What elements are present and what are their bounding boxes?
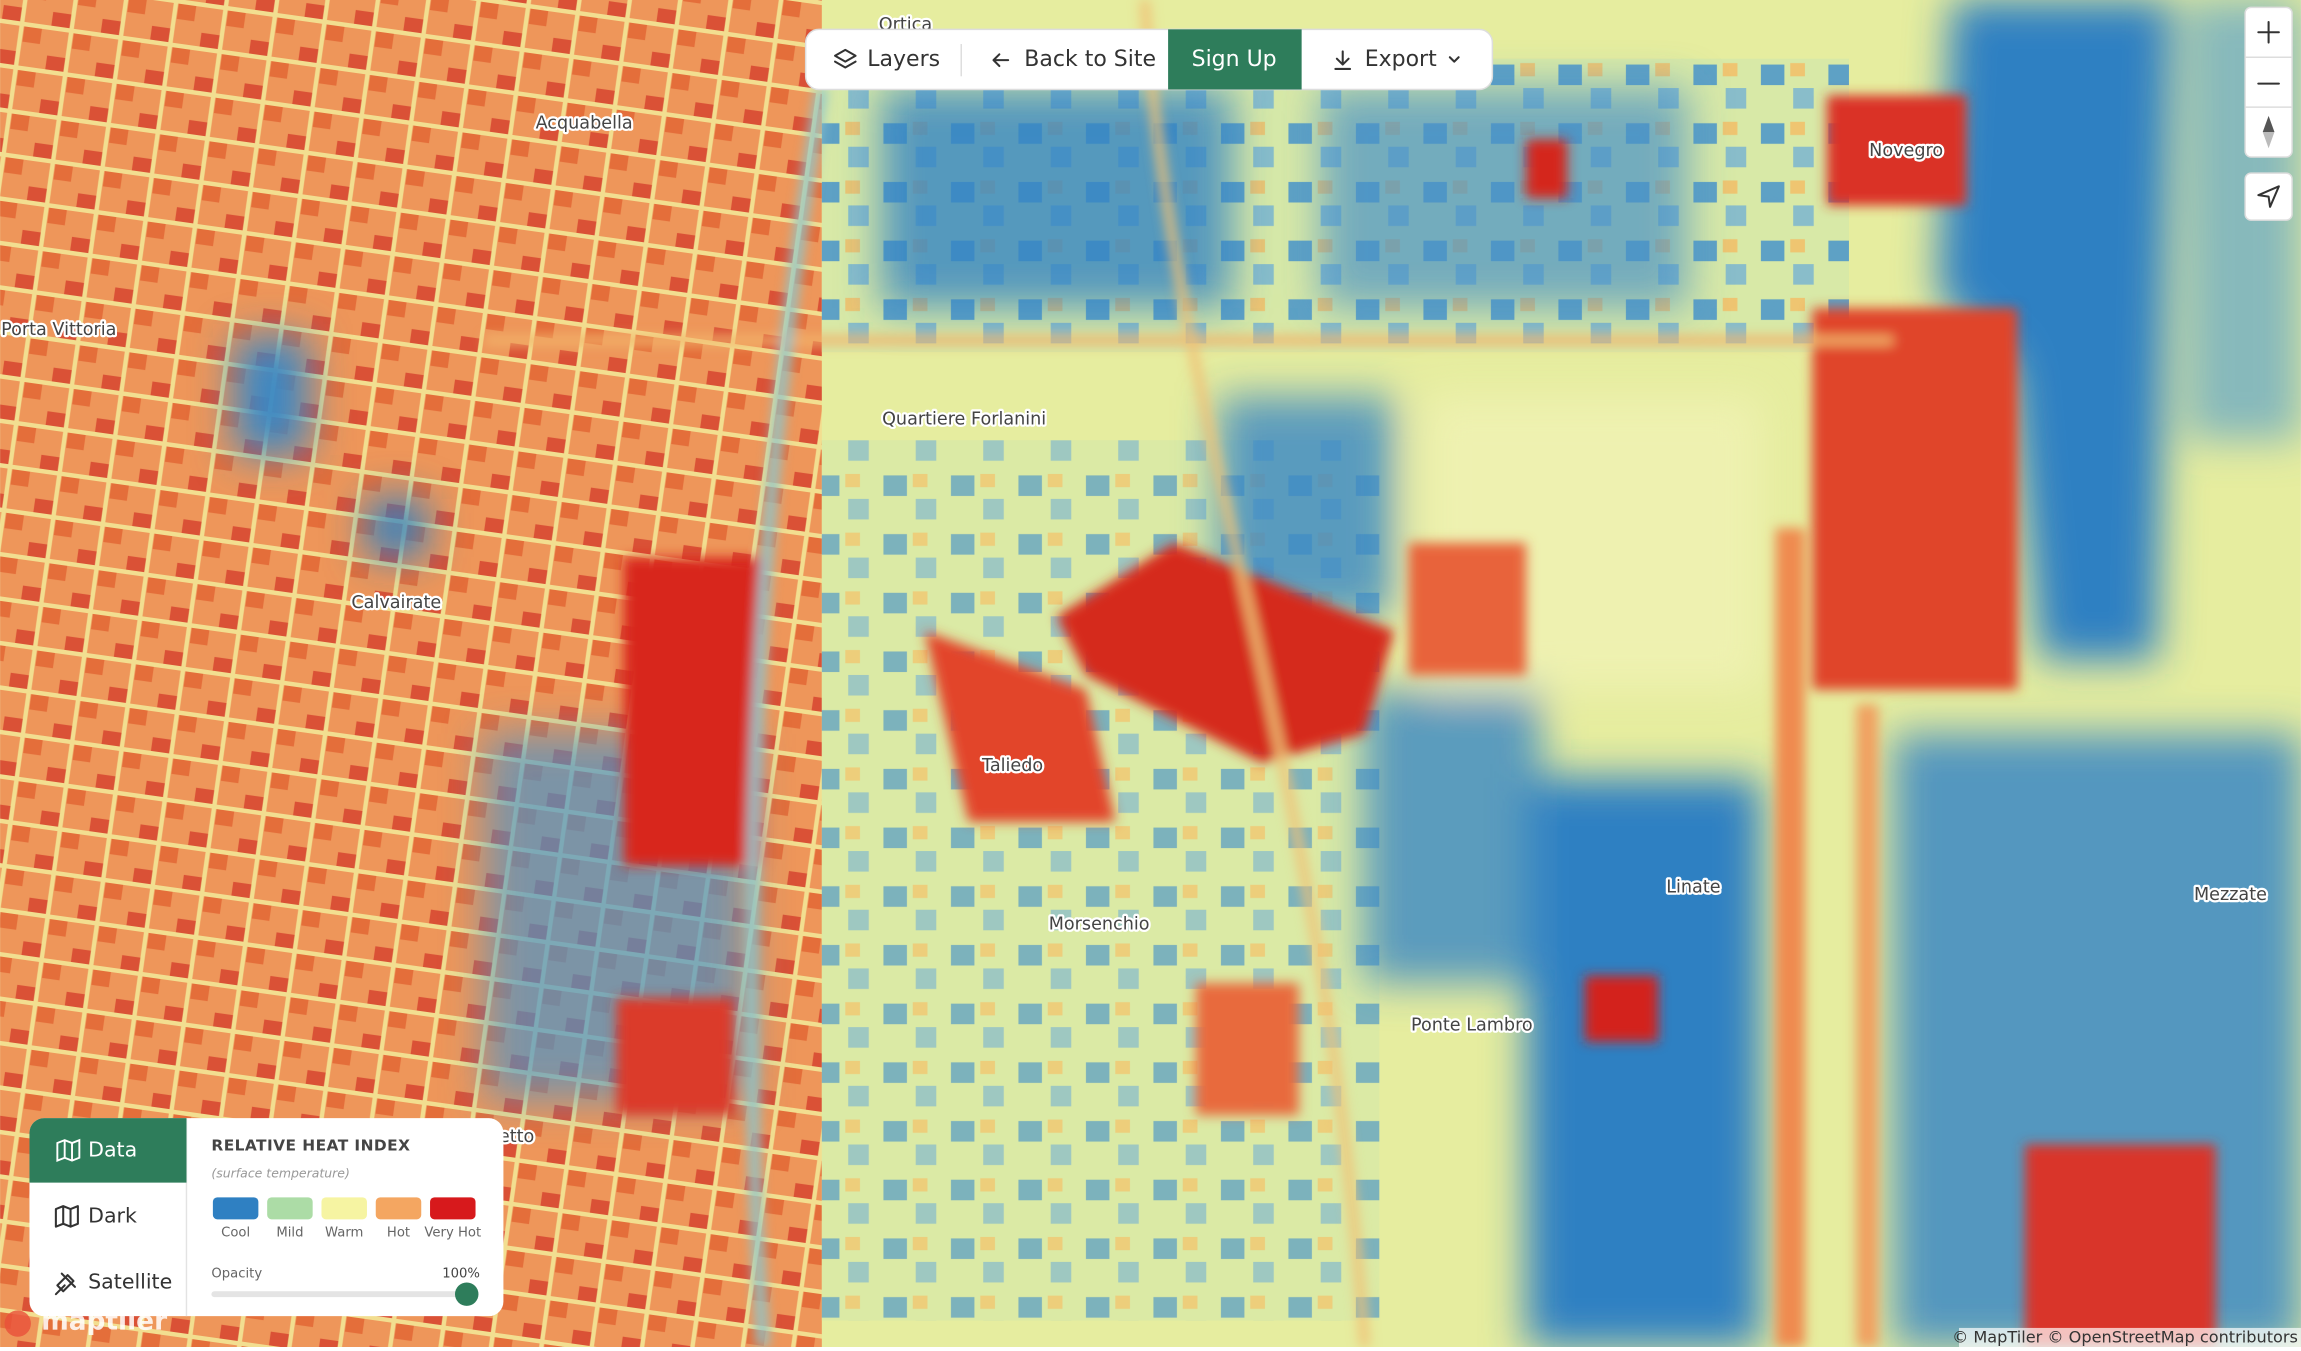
place-label: etto <box>499 1127 534 1147</box>
logo: maptiler <box>4 1306 167 1337</box>
basemap-label: Data <box>88 1137 137 1161</box>
basemap-label: Satellite <box>88 1269 172 1293</box>
attribution[interactable]: © MapTiler © OpenStreetMap contributors <box>1952 1328 2298 1347</box>
legend-items: Cool Mild Warm Hot Very Hot <box>212 1197 481 1241</box>
legend-label: Mild <box>276 1226 303 1241</box>
legend-swatch <box>212 1197 259 1220</box>
opacity-value: 100% <box>442 1267 480 1282</box>
opacity-label: Opacity <box>211 1267 262 1282</box>
toolbar: Layers Back to Site Sign Up Export <box>804 28 1494 91</box>
zoom-in[interactable] <box>2257 20 2280 44</box>
legend-title: RELATIVE HEAT INDEX <box>211 1136 410 1154</box>
signup-label: Sign Up <box>1192 47 1277 72</box>
map-controls <box>2244 6 2293 221</box>
layers-icon <box>833 48 857 69</box>
place-label: Calvairate <box>351 593 441 613</box>
basemap-satellite[interactable]: Satellite <box>54 1269 172 1296</box>
legend-panel: Data Dark Satellite RELATIVE HEAT INDEX … <box>29 1118 504 1317</box>
place-label: Acquabella <box>536 113 633 133</box>
layers-button[interactable]: Layers <box>833 47 940 72</box>
signup-button[interactable]: Sign Up <box>1168 29 1302 90</box>
compass[interactable] <box>2262 115 2275 133</box>
geolocate[interactable] <box>2257 185 2280 208</box>
basemap-data[interactable]: Data <box>56 1137 137 1163</box>
back-label: Back to Site <box>1024 47 1156 72</box>
place-label: Morsenchio <box>1049 914 1150 934</box>
opacity-track[interactable] <box>211 1291 467 1298</box>
place-label: Novegro <box>1869 141 1943 161</box>
export-label: Export <box>1365 47 1437 72</box>
export-icon <box>1334 50 1352 70</box>
legend-swatch <box>267 1197 313 1220</box>
legend-label: Cool <box>221 1226 250 1241</box>
place-label: Mezzate <box>2194 885 2267 905</box>
legend-label: Warm <box>325 1226 363 1241</box>
place-label: Taliedo <box>981 756 1043 776</box>
opacity-knob[interactable] <box>454 1282 479 1306</box>
legend-swatch <box>375 1197 422 1220</box>
place-label: Quartiere Forlanini <box>882 410 1046 430</box>
back-icon <box>992 53 1010 68</box>
legend-label: Hot <box>387 1226 410 1241</box>
place-label: Porta Vittoria <box>1 320 116 340</box>
basemap-dark[interactable]: Dark <box>54 1203 137 1228</box>
export-button[interactable]: Export <box>1334 47 1460 72</box>
logo-text: maptiler <box>41 1306 167 1337</box>
compass-south <box>2262 132 2275 149</box>
basemap-label: Dark <box>88 1203 137 1227</box>
place-labels: Ortica Acquabella Novegro Porta Vittoria… <box>0 13 2269 1150</box>
place-label: Ponte Lambro <box>1411 1016 1533 1036</box>
layers-label: Layers <box>867 47 940 72</box>
back-button[interactable]: Back to Site <box>992 47 1156 72</box>
legend-swatch <box>321 1197 367 1220</box>
legend-swatch <box>430 1197 476 1220</box>
place-label: Linate <box>1666 878 1720 898</box>
legend-subtitle: (surface temperature) <box>211 1165 349 1180</box>
legend-label: Very Hot <box>424 1226 481 1241</box>
chevron <box>1448 56 1460 63</box>
